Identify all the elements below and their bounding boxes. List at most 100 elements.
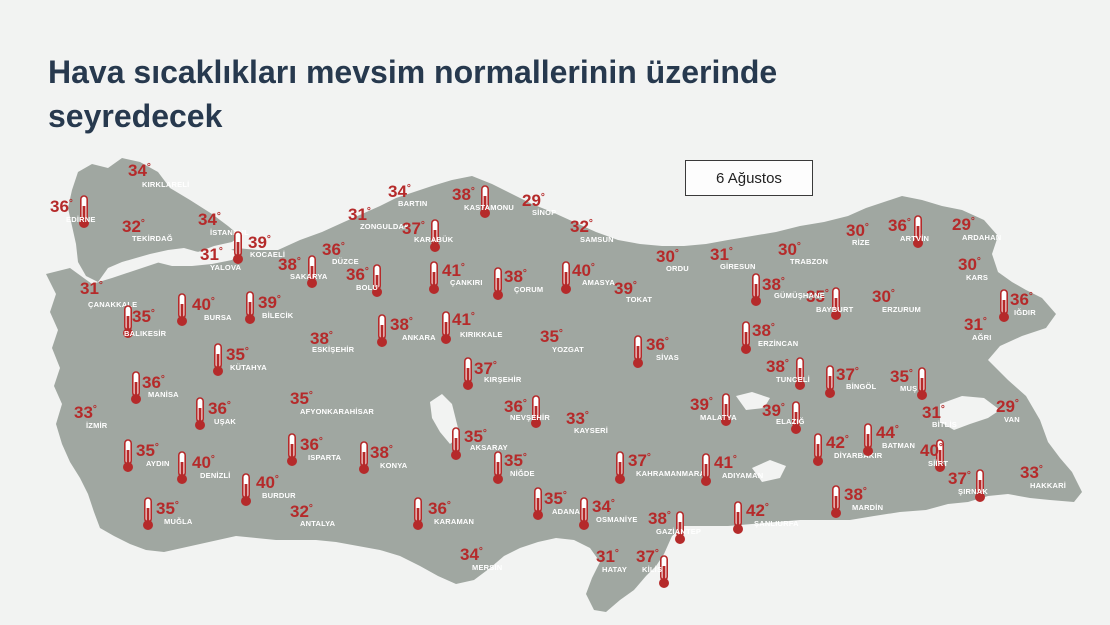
degree-symbol: ° xyxy=(367,206,371,217)
city-marker-ankara: 38°ANKARA xyxy=(377,314,436,347)
city-marker-tokat: 39°TOKAT xyxy=(614,279,652,304)
city-temperature: 38° xyxy=(310,329,333,348)
city-marker-mus: 35°MUŞ xyxy=(890,367,927,400)
city-marker-kirikkale: 41°KIRIKKALE xyxy=(441,310,502,344)
city-name: ERZURUM xyxy=(882,305,921,314)
temperature-value: 38 xyxy=(452,185,471,204)
city-name: GİRESUN xyxy=(720,262,756,271)
city-temperature: 42° xyxy=(826,433,849,452)
temperature-value: 41 xyxy=(714,453,733,472)
city-name: ANTALYA xyxy=(300,519,336,528)
city-name: BALIKESİR xyxy=(124,329,167,338)
degree-symbol: ° xyxy=(909,368,913,379)
city-marker-kutahya: 35°KÜTAHYA xyxy=(213,343,267,376)
temperature-value: 30 xyxy=(846,221,865,240)
temperature-value: 39 xyxy=(258,293,277,312)
temperature-value: 40 xyxy=(192,453,211,472)
city-temperature: 36° xyxy=(1010,290,1033,309)
degree-symbol: ° xyxy=(329,330,333,341)
thermometer-icon xyxy=(241,473,251,506)
degree-symbol: ° xyxy=(781,402,785,413)
thermometer-icon xyxy=(131,371,141,404)
city-marker-osmaniye: 34°OSMANİYE xyxy=(579,497,637,530)
temperature-value: 31 xyxy=(922,403,941,422)
city-marker-manisa: 36°MANİSA xyxy=(131,371,179,404)
city-name: ADANA xyxy=(552,507,580,516)
degree-symbol: ° xyxy=(309,390,313,401)
city-temperature: 35° xyxy=(226,345,249,364)
city-name: TUNCELİ xyxy=(776,375,810,384)
thermometer-icon xyxy=(999,289,1009,322)
city-temperature: 39° xyxy=(258,293,281,312)
city-name: ARTVİN xyxy=(900,234,929,243)
city-temperature: 35° xyxy=(136,441,159,460)
degree-symbol: ° xyxy=(971,216,975,227)
city-marker-edirne: 36°EDİRNE xyxy=(50,195,95,228)
temperature-value: 31 xyxy=(964,315,983,334)
degree-symbol: ° xyxy=(175,500,179,511)
city-temperature: 35° xyxy=(132,307,155,326)
degree-symbol: ° xyxy=(267,234,271,245)
city-name: HAKKARİ xyxy=(1030,481,1066,490)
city-temperature: 34° xyxy=(128,161,151,180)
city-temperature: 31° xyxy=(348,205,371,224)
city-marker-bitlis: 31° BİTLİS xyxy=(922,403,957,429)
temperature-value: 38 xyxy=(504,267,523,286)
degree-symbol: ° xyxy=(409,316,413,327)
thermometer-icon xyxy=(177,293,187,326)
city-marker-sinop: 29°SİNOP xyxy=(522,191,556,217)
city-marker-antalya: 32°ANTALYA xyxy=(290,502,336,528)
city-name: BİTLİS xyxy=(932,420,957,429)
thermometer-icon xyxy=(307,255,317,288)
city-name: SİVAS xyxy=(656,353,679,362)
city-name: BOLU xyxy=(356,283,378,292)
city-name: TOKAT xyxy=(626,295,652,304)
temperature-value: 35 xyxy=(504,451,523,470)
temperature-value: 29 xyxy=(952,215,971,234)
city-name: BAYBURT xyxy=(816,305,854,314)
city-marker-gaziantep: 38°GAZİANTEP xyxy=(648,509,701,544)
city-name: ANKARA xyxy=(402,333,436,342)
city-marker-kayseri: 33°KAYSERİ xyxy=(566,409,608,435)
city-name: MANİSA xyxy=(148,390,179,399)
thermometer-icon xyxy=(913,215,923,248)
city-name: BİNGÖL xyxy=(846,382,877,391)
city-marker-trabzon: 30°TRABZON xyxy=(778,240,828,266)
temperature-value: 35 xyxy=(290,389,309,408)
temperature-value: 38 xyxy=(844,485,863,504)
degree-symbol: ° xyxy=(479,546,483,557)
city-name: VAN xyxy=(1004,415,1020,424)
degree-symbol: ° xyxy=(461,262,465,273)
thermometer-icon xyxy=(441,311,451,344)
city-temperature: 32° xyxy=(122,217,145,236)
degree-symbol: ° xyxy=(523,268,527,279)
city-temperature: 36° xyxy=(322,240,345,259)
city-marker-siirt: 40°SİİRT xyxy=(920,439,948,472)
degree-symbol: ° xyxy=(563,490,567,501)
degree-symbol: ° xyxy=(941,404,945,415)
thermometer-icon xyxy=(741,321,751,354)
thermometer-icon xyxy=(675,511,685,544)
city-temperature: 29° xyxy=(996,397,1019,416)
city-temperature: 36° xyxy=(50,197,73,216)
city-temperature: 38° xyxy=(370,443,393,462)
temperature-value: 37 xyxy=(474,359,493,378)
city-name: NİĞDE xyxy=(510,469,535,478)
degree-symbol: ° xyxy=(633,280,637,291)
city-marker-isparta: 36°ISPARTA xyxy=(287,433,341,466)
city-marker-kastamonu: 38°KASTAMONU xyxy=(452,185,514,218)
city-marker-tunceli: 38°TUNCELİ xyxy=(766,357,810,390)
city-temperature: 31° xyxy=(200,245,223,264)
temperature-value: 31 xyxy=(348,205,367,224)
city-temperature: 33° xyxy=(1020,463,1043,482)
city-temperature: 37° xyxy=(836,365,859,384)
degree-symbol: ° xyxy=(891,288,895,299)
thermometer-icon xyxy=(831,287,841,320)
temperature-value: 31 xyxy=(710,245,729,264)
temperature-value: 30 xyxy=(958,255,977,274)
city-temperature: 38° xyxy=(766,357,789,376)
temperature-value: 30 xyxy=(872,287,891,306)
degree-symbol: ° xyxy=(863,486,867,497)
thermometer-icon xyxy=(751,273,761,306)
